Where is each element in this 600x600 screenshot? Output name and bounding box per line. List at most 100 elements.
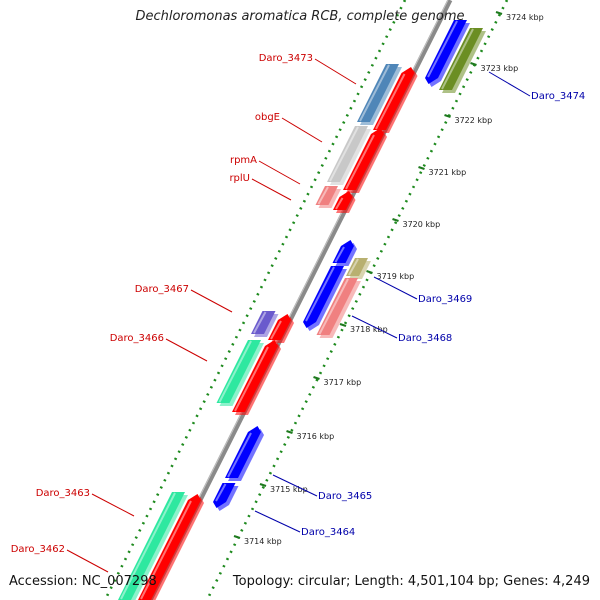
gene-daro-3473-body xyxy=(357,64,399,122)
gene-red-obge-gloss xyxy=(345,134,375,190)
scale-tick xyxy=(470,61,477,67)
gene-red-obge-body xyxy=(343,128,384,190)
gene-blue-3474-body xyxy=(425,20,467,84)
gene-red-3463 xyxy=(138,494,204,600)
gene-blue-3474-gloss xyxy=(427,20,458,78)
gene-daro-3474 xyxy=(439,28,486,93)
gene-red-3473 xyxy=(373,67,418,133)
gene-red-3473-gloss xyxy=(375,73,406,130)
gene-blue-3469 xyxy=(332,240,357,266)
gene-daro-3464 xyxy=(213,483,239,511)
gene-obge-gloss xyxy=(329,126,359,182)
scale-tick-label: 3719 kbp xyxy=(377,272,415,281)
gene-daro-3465 xyxy=(225,426,264,481)
label-daro-3473-leader xyxy=(314,58,357,85)
label-daro-3465-leader xyxy=(272,474,318,497)
gene-daro-3473 xyxy=(357,64,402,125)
label-obge-leader xyxy=(281,117,323,143)
label-daro-3474: Daro_3474 xyxy=(531,91,585,102)
gene-rplu xyxy=(333,191,356,213)
gene-daro-3467-body xyxy=(251,311,276,334)
scale-tick xyxy=(286,429,293,435)
label-daro-3468: Daro_3468 xyxy=(398,333,452,344)
gene-daro-3463-gloss xyxy=(120,492,176,600)
label-daro-3464: Daro_3464 xyxy=(301,527,355,538)
label-daro-3467: Daro_3467 xyxy=(135,284,189,295)
scale-tick xyxy=(259,482,267,488)
gene-red-3473-body xyxy=(373,67,415,130)
label-rpma-leader xyxy=(258,160,301,185)
label-daro-3463: Daro_3463 xyxy=(36,488,90,499)
gene-daro-3468-body xyxy=(316,278,358,335)
scale-tick xyxy=(495,10,503,16)
label-daro-3463-leader xyxy=(91,493,135,517)
gene-obge-body xyxy=(327,126,368,182)
gene-rplu-body xyxy=(333,191,353,210)
gene-daro-3467 xyxy=(251,311,279,337)
scale-tick-label: 3724 kbp xyxy=(506,13,544,22)
gene-daro-3464-body xyxy=(213,483,236,508)
gene-blue-3468-gloss xyxy=(305,266,335,322)
label-daro-3473: Daro_3473 xyxy=(259,53,313,64)
gene-daro-3469-gloss xyxy=(348,258,359,276)
label-daro-3462-leader xyxy=(66,549,109,573)
gene-daro-3473-gloss xyxy=(359,64,390,122)
label-daro-3468-leader xyxy=(351,315,398,339)
label-daro-3467-leader xyxy=(190,289,233,313)
gene-blue-3468 xyxy=(303,266,347,331)
scale-tick-label: 3717 kbp xyxy=(324,378,362,387)
scale-tick-label: 3721 kbp xyxy=(429,168,467,177)
gene-blue-3469-gloss xyxy=(334,246,345,263)
label-rplu: rplU xyxy=(229,173,250,184)
gene-red-3463-body xyxy=(138,494,201,600)
gene-obge xyxy=(327,126,371,185)
gene-red-3466-gloss xyxy=(234,346,269,412)
gene-rpma-body xyxy=(315,186,338,205)
gene-daro-3468-gloss xyxy=(318,278,349,335)
gene-daro-3463-body xyxy=(118,492,185,600)
label-daro-3466-leader xyxy=(165,338,208,362)
scale-tick-label: 3715 kbp xyxy=(270,485,308,494)
scale-tick-label: 3716 kbp xyxy=(297,432,335,441)
gene-rpma-gloss xyxy=(317,186,329,205)
scale-tick xyxy=(233,534,241,540)
gene-daro-3464-gloss xyxy=(215,483,227,502)
gene-daro-3467-gloss xyxy=(253,311,267,334)
scale-tick-label: 3722 kbp xyxy=(455,116,493,125)
gene-red-obge xyxy=(343,128,387,193)
label-daro-3466: Daro_3466 xyxy=(110,333,164,344)
gene-daro-3463 xyxy=(118,492,188,600)
scale-tick xyxy=(418,165,425,171)
gene-red-3467-body xyxy=(268,314,291,340)
label-obge: obgE xyxy=(255,112,280,123)
gene-daro-3474-body xyxy=(439,28,483,90)
scale-tick xyxy=(444,113,451,119)
gene-red-3466-body xyxy=(232,340,278,412)
accession-label: Accession: NC_007298 xyxy=(9,574,157,589)
label-rplu-leader xyxy=(251,178,292,201)
gene-red-3467 xyxy=(268,314,294,343)
gene-blue-3469-body xyxy=(332,240,354,263)
scale-tick-label: 3718 kbp xyxy=(350,325,388,334)
gene-red-3467-gloss xyxy=(270,320,282,340)
gene-daro-3468 xyxy=(316,278,361,338)
gene-daro-3466 xyxy=(216,340,264,406)
dotted-guide-left xyxy=(103,0,407,600)
gene-rpma xyxy=(315,186,341,208)
gene-daro-3466-gloss xyxy=(218,340,252,403)
gene-daro-3469-body xyxy=(346,258,368,276)
gene-blue-3468-body xyxy=(303,266,344,328)
label-daro-3469-leader xyxy=(373,276,418,300)
label-rpma: rpmA xyxy=(230,155,257,166)
scale-tick xyxy=(313,375,320,381)
label-daro-3464-leader xyxy=(254,510,301,533)
gene-blue-3474 xyxy=(425,20,470,87)
map-title: Dechloromonas aromatica RCB, complete ge… xyxy=(135,9,465,24)
gene-daro-3465-body xyxy=(225,426,261,478)
gene-red-3466 xyxy=(232,340,281,415)
gene-red-3463-gloss xyxy=(140,500,192,600)
scale-tick-label: 3720 kbp xyxy=(403,220,441,229)
scale-tick xyxy=(392,217,399,223)
gene-daro-3466-body xyxy=(216,340,261,403)
